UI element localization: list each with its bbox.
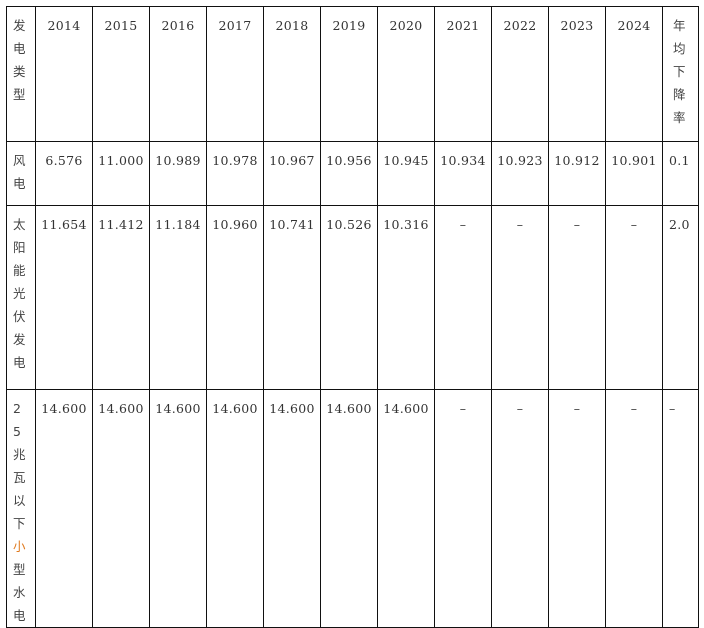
cell: –: [434, 205, 492, 390]
cell: 11.412: [92, 205, 150, 390]
cell: –: [434, 389, 492, 628]
year-header: 2016: [149, 6, 207, 142]
type-header: 发电类型: [6, 6, 36, 142]
table-row-solar: 太阳能光伏发电 11.654 11.412 11.184 10.960 10.7…: [6, 205, 699, 390]
cell: 10.901: [605, 141, 663, 206]
cell: 14.600: [263, 389, 321, 628]
cell: 10.316: [377, 205, 435, 390]
cell: 10.923: [491, 141, 549, 206]
year-header: 2018: [263, 6, 321, 142]
cell: 10.912: [548, 141, 606, 206]
cell: –: [491, 205, 549, 390]
cell: 10.967: [263, 141, 321, 206]
year-header: 2014: [35, 6, 93, 142]
year-header: 2019: [320, 6, 378, 142]
row-label: 25兆瓦以下小型水电: [6, 389, 36, 628]
year-header: 2020: [377, 6, 435, 142]
year-header: 2022: [491, 6, 549, 142]
cell: –: [605, 205, 663, 390]
rate-cell: 0.1: [662, 141, 699, 206]
cell: –: [548, 205, 606, 390]
cell: 14.600: [92, 389, 150, 628]
cell: 14.600: [377, 389, 435, 628]
cell: 10.956: [320, 141, 378, 206]
cell: 14.600: [320, 389, 378, 628]
cell: 11.000: [92, 141, 150, 206]
cell: –: [548, 389, 606, 628]
header-row: 发电类型 2014 2015 2016 2017 2018 2019 2020 …: [6, 6, 699, 142]
rate-cell: 2.0: [662, 205, 699, 390]
table-row-wind: 风电 6.576 11.000 10.989 10.978 10.967 10.…: [6, 141, 699, 206]
cell: 11.654: [35, 205, 93, 390]
cell: 10.934: [434, 141, 492, 206]
cell: 10.978: [206, 141, 264, 206]
row-label: 太阳能光伏发电: [6, 205, 36, 390]
row-label: 风电: [6, 141, 36, 206]
cell: 14.600: [206, 389, 264, 628]
cell: –: [491, 389, 549, 628]
row-label-part: 型水电: [13, 562, 26, 623]
cell: 10.989: [149, 141, 207, 206]
rate-cell: –: [662, 389, 699, 628]
year-header: 2015: [92, 6, 150, 142]
table-row-small-hydro: 25兆瓦以下小型水电 14.600 14.600 14.600 14.600 1…: [6, 389, 699, 628]
row-label-highlight: 小: [13, 539, 26, 554]
cell: 10.741: [263, 205, 321, 390]
cell: 10.960: [206, 205, 264, 390]
row-label-part: 25兆瓦以下: [13, 401, 26, 531]
year-header: 2023: [548, 6, 606, 142]
cell: 10.945: [377, 141, 435, 206]
year-header: 2021: [434, 6, 492, 142]
year-header: 2024: [605, 6, 663, 142]
cell: 14.600: [35, 389, 93, 628]
rate-header: 年均下降率: [662, 6, 699, 142]
cell: 11.184: [149, 205, 207, 390]
cell: 10.526: [320, 205, 378, 390]
cell: –: [605, 389, 663, 628]
year-header: 2017: [206, 6, 264, 142]
cell: 14.600: [149, 389, 207, 628]
cell: 6.576: [35, 141, 93, 206]
generation-cost-table: 发电类型 2014 2015 2016 2017 2018 2019 2020 …: [6, 6, 699, 628]
